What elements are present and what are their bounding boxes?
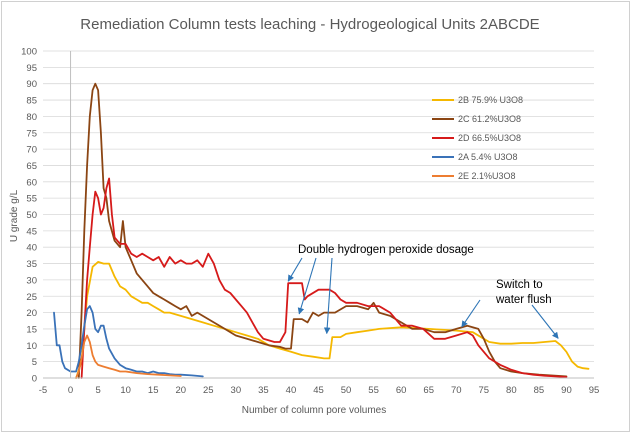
legend-label-0: 2B 75.9% U3O8 <box>458 95 523 105</box>
annotation-arrow-0-1 <box>297 257 317 315</box>
series-line-3 <box>53 305 204 378</box>
series-line-4 <box>75 334 182 379</box>
x-tick-label-1: 0 <box>68 385 73 396</box>
annotation-arrow-0-2 <box>323 257 333 335</box>
y-tick-label-16: 80 <box>26 112 37 123</box>
x-tick-label-2: 5 <box>95 385 100 396</box>
x-tick-label-9: 40 <box>286 385 297 396</box>
x-tick-label-15: 70 <box>451 385 462 396</box>
annotation-arrow-1-1 <box>531 304 559 339</box>
x-tick-label-20: 95 <box>589 385 600 396</box>
y-tick-label-2: 10 <box>26 341 37 352</box>
annotation-flush-line-1: water flush <box>495 294 552 306</box>
y-tick-label-15: 75 <box>26 128 37 139</box>
y-tick-label-14: 70 <box>26 145 37 156</box>
x-axis-label: Number of column pore volumes <box>242 405 387 416</box>
annotation-arrow-0-0 <box>287 257 303 282</box>
grid-lines <box>43 50 594 363</box>
y-tick-label-18: 90 <box>26 79 37 90</box>
annotation-flush-line-0: Switch to <box>496 279 543 291</box>
y-tick-label-7: 35 <box>26 259 37 270</box>
y-tick-label-19: 95 <box>26 63 37 74</box>
legend-label-4: 2E 2.1%U3O8 <box>458 171 516 181</box>
x-tick-label-7: 30 <box>231 385 242 396</box>
y-tick-label-10: 50 <box>26 210 37 221</box>
annotations: Double hydrogen peroxide dosage Switch to… <box>287 244 559 339</box>
y-tick-label-8: 40 <box>26 243 37 254</box>
x-tick-label-18: 85 <box>534 385 545 396</box>
series-line-1 <box>77 82 568 379</box>
x-tick-label-5: 20 <box>175 385 186 396</box>
x-tick-label-4: 15 <box>148 385 159 396</box>
x-tick-label-14: 65 <box>423 385 434 396</box>
y-tick-label-11: 55 <box>26 194 37 205</box>
axes <box>43 51 594 379</box>
legend-label-1: 2C 61.2%U3O8 <box>458 114 521 124</box>
x-tick-label-6: 25 <box>203 385 214 396</box>
series-line-0 <box>75 260 590 379</box>
y-tick-label-4: 20 <box>26 308 37 319</box>
x-tick-label-17: 80 <box>506 385 517 396</box>
x-tick-label-16: 75 <box>479 385 490 396</box>
x-tick-label-10: 45 <box>313 385 324 396</box>
x-tick-label-19: 90 <box>561 385 572 396</box>
y-tick-label-6: 30 <box>26 275 37 286</box>
y-tick-label-17: 85 <box>26 96 37 107</box>
series-line-2 <box>80 177 568 379</box>
legend-label-3: 2A 5.4% U3O8 <box>458 152 518 162</box>
series-layer <box>53 82 590 379</box>
x-tick-label-0: -5 <box>39 385 47 396</box>
y-tick-label-9: 45 <box>26 226 37 237</box>
tick-labels: -5 0 5 10 15 20 25 30 35 40 45 50 55 60 65 70 75 80 85 90 95… <box>21 47 599 397</box>
y-tick-label-3: 15 <box>26 324 37 335</box>
x-tick-label-13: 60 <box>396 385 407 396</box>
y-tick-label-20: 100 <box>21 47 37 58</box>
y-tick-label-5: 25 <box>26 292 37 303</box>
x-tick-label-11: 50 <box>341 385 352 396</box>
chart-title: Remediation Column tests leaching - Hydr… <box>80 16 539 33</box>
x-tick-label-12: 55 <box>368 385 379 396</box>
y-tick-label-12: 60 <box>26 177 37 188</box>
legend-label-2: 2D 66.5%U3O8 <box>458 133 521 143</box>
annotation-arrow-1-0 <box>461 299 481 328</box>
y-axis-label: U grade g/L <box>9 189 20 242</box>
y-tick-label-1: 5 <box>32 357 37 368</box>
legend: 2B 75.9% U3O8 2C 61.2%U3O8 2D 66.5%U3O8 2A … <box>432 95 523 181</box>
x-tick-label-8: 35 <box>258 385 269 396</box>
x-tick-label-3: 10 <box>120 385 131 396</box>
y-tick-label-13: 65 <box>26 161 37 172</box>
y-tick-label-0: 0 <box>32 374 37 385</box>
annotation-dosage: Double hydrogen peroxide dosage <box>298 244 474 256</box>
